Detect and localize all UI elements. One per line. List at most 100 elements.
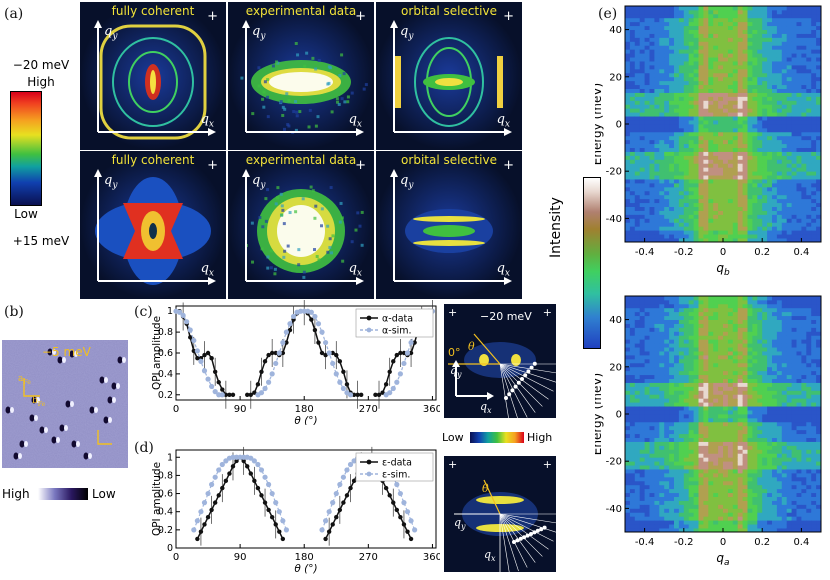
heatmap-cell bbox=[674, 410, 679, 414]
heatmap-cell bbox=[777, 211, 782, 215]
heatmap-cell bbox=[694, 108, 699, 112]
heatmap-cell bbox=[718, 14, 723, 18]
heatmap-cell bbox=[762, 183, 767, 187]
heatmap-cell bbox=[630, 108, 635, 112]
heatmap-cell bbox=[679, 57, 684, 61]
heatmap-cell bbox=[718, 37, 723, 41]
heatmap-cell bbox=[811, 22, 816, 26]
heatmap-cell bbox=[654, 218, 659, 222]
heatmap-bottom: -0.4 -0.2 0 0.2 0.4-40-2002040Energy (meV)qa bbox=[595, 290, 830, 580]
heatmap-cell bbox=[767, 199, 772, 203]
heatmap-cell bbox=[782, 10, 787, 14]
heatmap-cell bbox=[752, 457, 757, 461]
heatmap-cell bbox=[782, 418, 787, 422]
heatmap-cell bbox=[713, 418, 718, 422]
heatmap-cell bbox=[679, 120, 684, 124]
heatmap-cell bbox=[723, 187, 728, 191]
heatmap-cell bbox=[684, 26, 689, 30]
heatmap-cell bbox=[674, 89, 679, 93]
heatmap-cell bbox=[718, 414, 723, 418]
heatmap-cell bbox=[748, 426, 753, 430]
heatmap-cell bbox=[694, 191, 699, 195]
inset-c-theta: θ bbox=[468, 340, 475, 353]
heatmap-cell bbox=[752, 6, 757, 10]
heatmap-cell bbox=[728, 390, 733, 394]
heatmap-cell bbox=[738, 508, 743, 512]
heatmap-cell bbox=[654, 461, 659, 465]
heatmap-cell bbox=[792, 501, 797, 505]
heatmap-cell bbox=[772, 199, 777, 203]
heatmap-cell bbox=[772, 148, 777, 152]
heatmap-cell bbox=[777, 331, 782, 335]
heatmap-cell bbox=[718, 199, 723, 203]
heatmap-cell bbox=[659, 296, 664, 300]
heatmap-cell bbox=[713, 175, 718, 179]
heatmap-cell bbox=[654, 179, 659, 183]
heatmap-cell bbox=[806, 73, 811, 77]
heatmap-cell bbox=[801, 124, 806, 128]
heatmap-cell bbox=[772, 520, 777, 524]
heatmap-cell bbox=[762, 402, 767, 406]
heatmap-cell bbox=[752, 398, 757, 402]
heatmap-cell bbox=[635, 520, 640, 524]
heatmap-cell bbox=[699, 179, 704, 183]
heatmap-cell bbox=[699, 191, 704, 195]
heatmap-cell bbox=[703, 37, 708, 41]
heatmap-cell bbox=[664, 81, 669, 85]
heatmap-cell bbox=[664, 485, 669, 489]
topography-defects bbox=[2, 340, 128, 468]
heatmap-cell bbox=[630, 359, 635, 363]
heatmap-cell bbox=[757, 312, 762, 316]
heatmap-cell bbox=[708, 449, 713, 453]
heatmap-cell bbox=[630, 296, 635, 300]
heatmap-cell bbox=[674, 203, 679, 207]
heatmap-cell bbox=[669, 296, 674, 300]
heatmap-cell bbox=[645, 203, 650, 207]
heatmap-cell bbox=[733, 508, 738, 512]
heatmap-cell bbox=[650, 426, 655, 430]
heatmap-cell bbox=[733, 159, 738, 163]
heatmap-cell bbox=[645, 163, 650, 167]
heatmap-cell bbox=[699, 449, 704, 453]
heatmap-cell bbox=[748, 359, 753, 363]
heatmap-cell bbox=[664, 179, 669, 183]
heatmap-cell bbox=[659, 73, 664, 77]
heatmap-cell bbox=[797, 22, 802, 26]
heatmap-cell bbox=[728, 218, 733, 222]
heatmap-cell bbox=[664, 359, 669, 363]
heatmap-cell bbox=[787, 100, 792, 104]
heatmap-cell bbox=[723, 230, 728, 234]
defect-bright bbox=[44, 427, 48, 433]
heatmap-cell bbox=[645, 6, 650, 10]
heatmap-cell bbox=[772, 457, 777, 461]
heatmap-cell bbox=[792, 234, 797, 238]
heatmap-cell bbox=[801, 207, 806, 211]
heatmap-cell bbox=[762, 167, 767, 171]
heatmap-cell bbox=[772, 402, 777, 406]
heatmap-cell bbox=[645, 222, 650, 226]
heatmap-cell bbox=[806, 14, 811, 18]
heatmap-cell bbox=[792, 73, 797, 77]
heatmap-cell bbox=[777, 230, 782, 234]
heatmap-cell bbox=[650, 383, 655, 387]
heatmap-cell bbox=[694, 504, 699, 508]
heatmap-cell bbox=[699, 371, 704, 375]
heatmap-cell bbox=[659, 520, 664, 524]
heatmap-cell bbox=[718, 355, 723, 359]
heatmap-cell bbox=[733, 406, 738, 410]
heatmap-cell bbox=[728, 312, 733, 316]
heatmap-cell bbox=[703, 226, 708, 230]
heatmap-cell bbox=[762, 144, 767, 148]
data-point bbox=[341, 370, 345, 374]
heatmap-cell bbox=[811, 159, 816, 163]
heatmap-cell bbox=[684, 453, 689, 457]
heatmap-cell bbox=[718, 335, 723, 339]
mid-colorbar-low: Low bbox=[442, 431, 464, 444]
heatmap-cell bbox=[723, 167, 728, 171]
heatmap-cell bbox=[792, 390, 797, 394]
heatmap-cell bbox=[748, 179, 753, 183]
heatmap-cell bbox=[669, 128, 674, 132]
tile-qy-label: qy bbox=[252, 173, 265, 191]
heatmap-cell bbox=[748, 77, 753, 81]
heatmap-cell bbox=[772, 132, 777, 136]
